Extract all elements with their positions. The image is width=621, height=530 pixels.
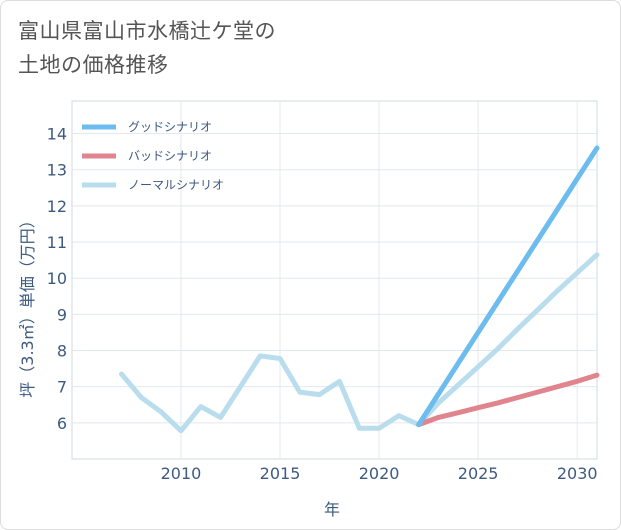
y-tick-label: 14 bbox=[47, 125, 67, 144]
y-tick-label: 10 bbox=[47, 269, 67, 288]
x-axis-label: 年 bbox=[324, 500, 340, 519]
chart-title-line-1: 富山県富山市水橋辻ケ堂の bbox=[18, 19, 276, 43]
series-line-2 bbox=[119, 252, 600, 434]
y-tick-label: 8 bbox=[57, 342, 67, 361]
legend-label: グッドシナリオ bbox=[128, 120, 212, 134]
y-axis-ticks: 6 7 8 9 10 11 12 13 14 bbox=[47, 125, 67, 433]
series-line-1 bbox=[416, 372, 600, 428]
x-tick-label: 2015 bbox=[260, 464, 301, 483]
y-tick-label: 12 bbox=[47, 197, 67, 216]
y-axis-label: 坪（3.3㎡）単価（万円） bbox=[18, 212, 37, 397]
chart-title: 富山県富山市水橋辻ケ堂の 土地の価格推移 bbox=[18, 14, 276, 82]
series-lines bbox=[119, 145, 600, 434]
chart-title-line-2: 土地の価格推移 bbox=[18, 53, 169, 77]
y-tick-label: 9 bbox=[57, 305, 67, 324]
legend-label: ノーマルシナリオ bbox=[128, 178, 224, 192]
y-tick-label: 6 bbox=[57, 414, 67, 433]
x-tick-label: 2025 bbox=[458, 464, 499, 483]
x-tick-label: 2010 bbox=[161, 464, 202, 483]
y-tick-label: 7 bbox=[57, 378, 67, 397]
legend-label: バッドシナリオ bbox=[128, 149, 212, 163]
x-tick-label: 2030 bbox=[557, 464, 598, 483]
y-tick-label: 11 bbox=[47, 233, 67, 252]
gridlines bbox=[72, 101, 597, 459]
series-line-0 bbox=[416, 145, 600, 428]
x-tick-label: 2020 bbox=[359, 464, 400, 483]
x-axis-ticks: 2010 2015 2020 2025 2030 bbox=[161, 464, 598, 483]
y-tick-label: 13 bbox=[47, 161, 67, 180]
